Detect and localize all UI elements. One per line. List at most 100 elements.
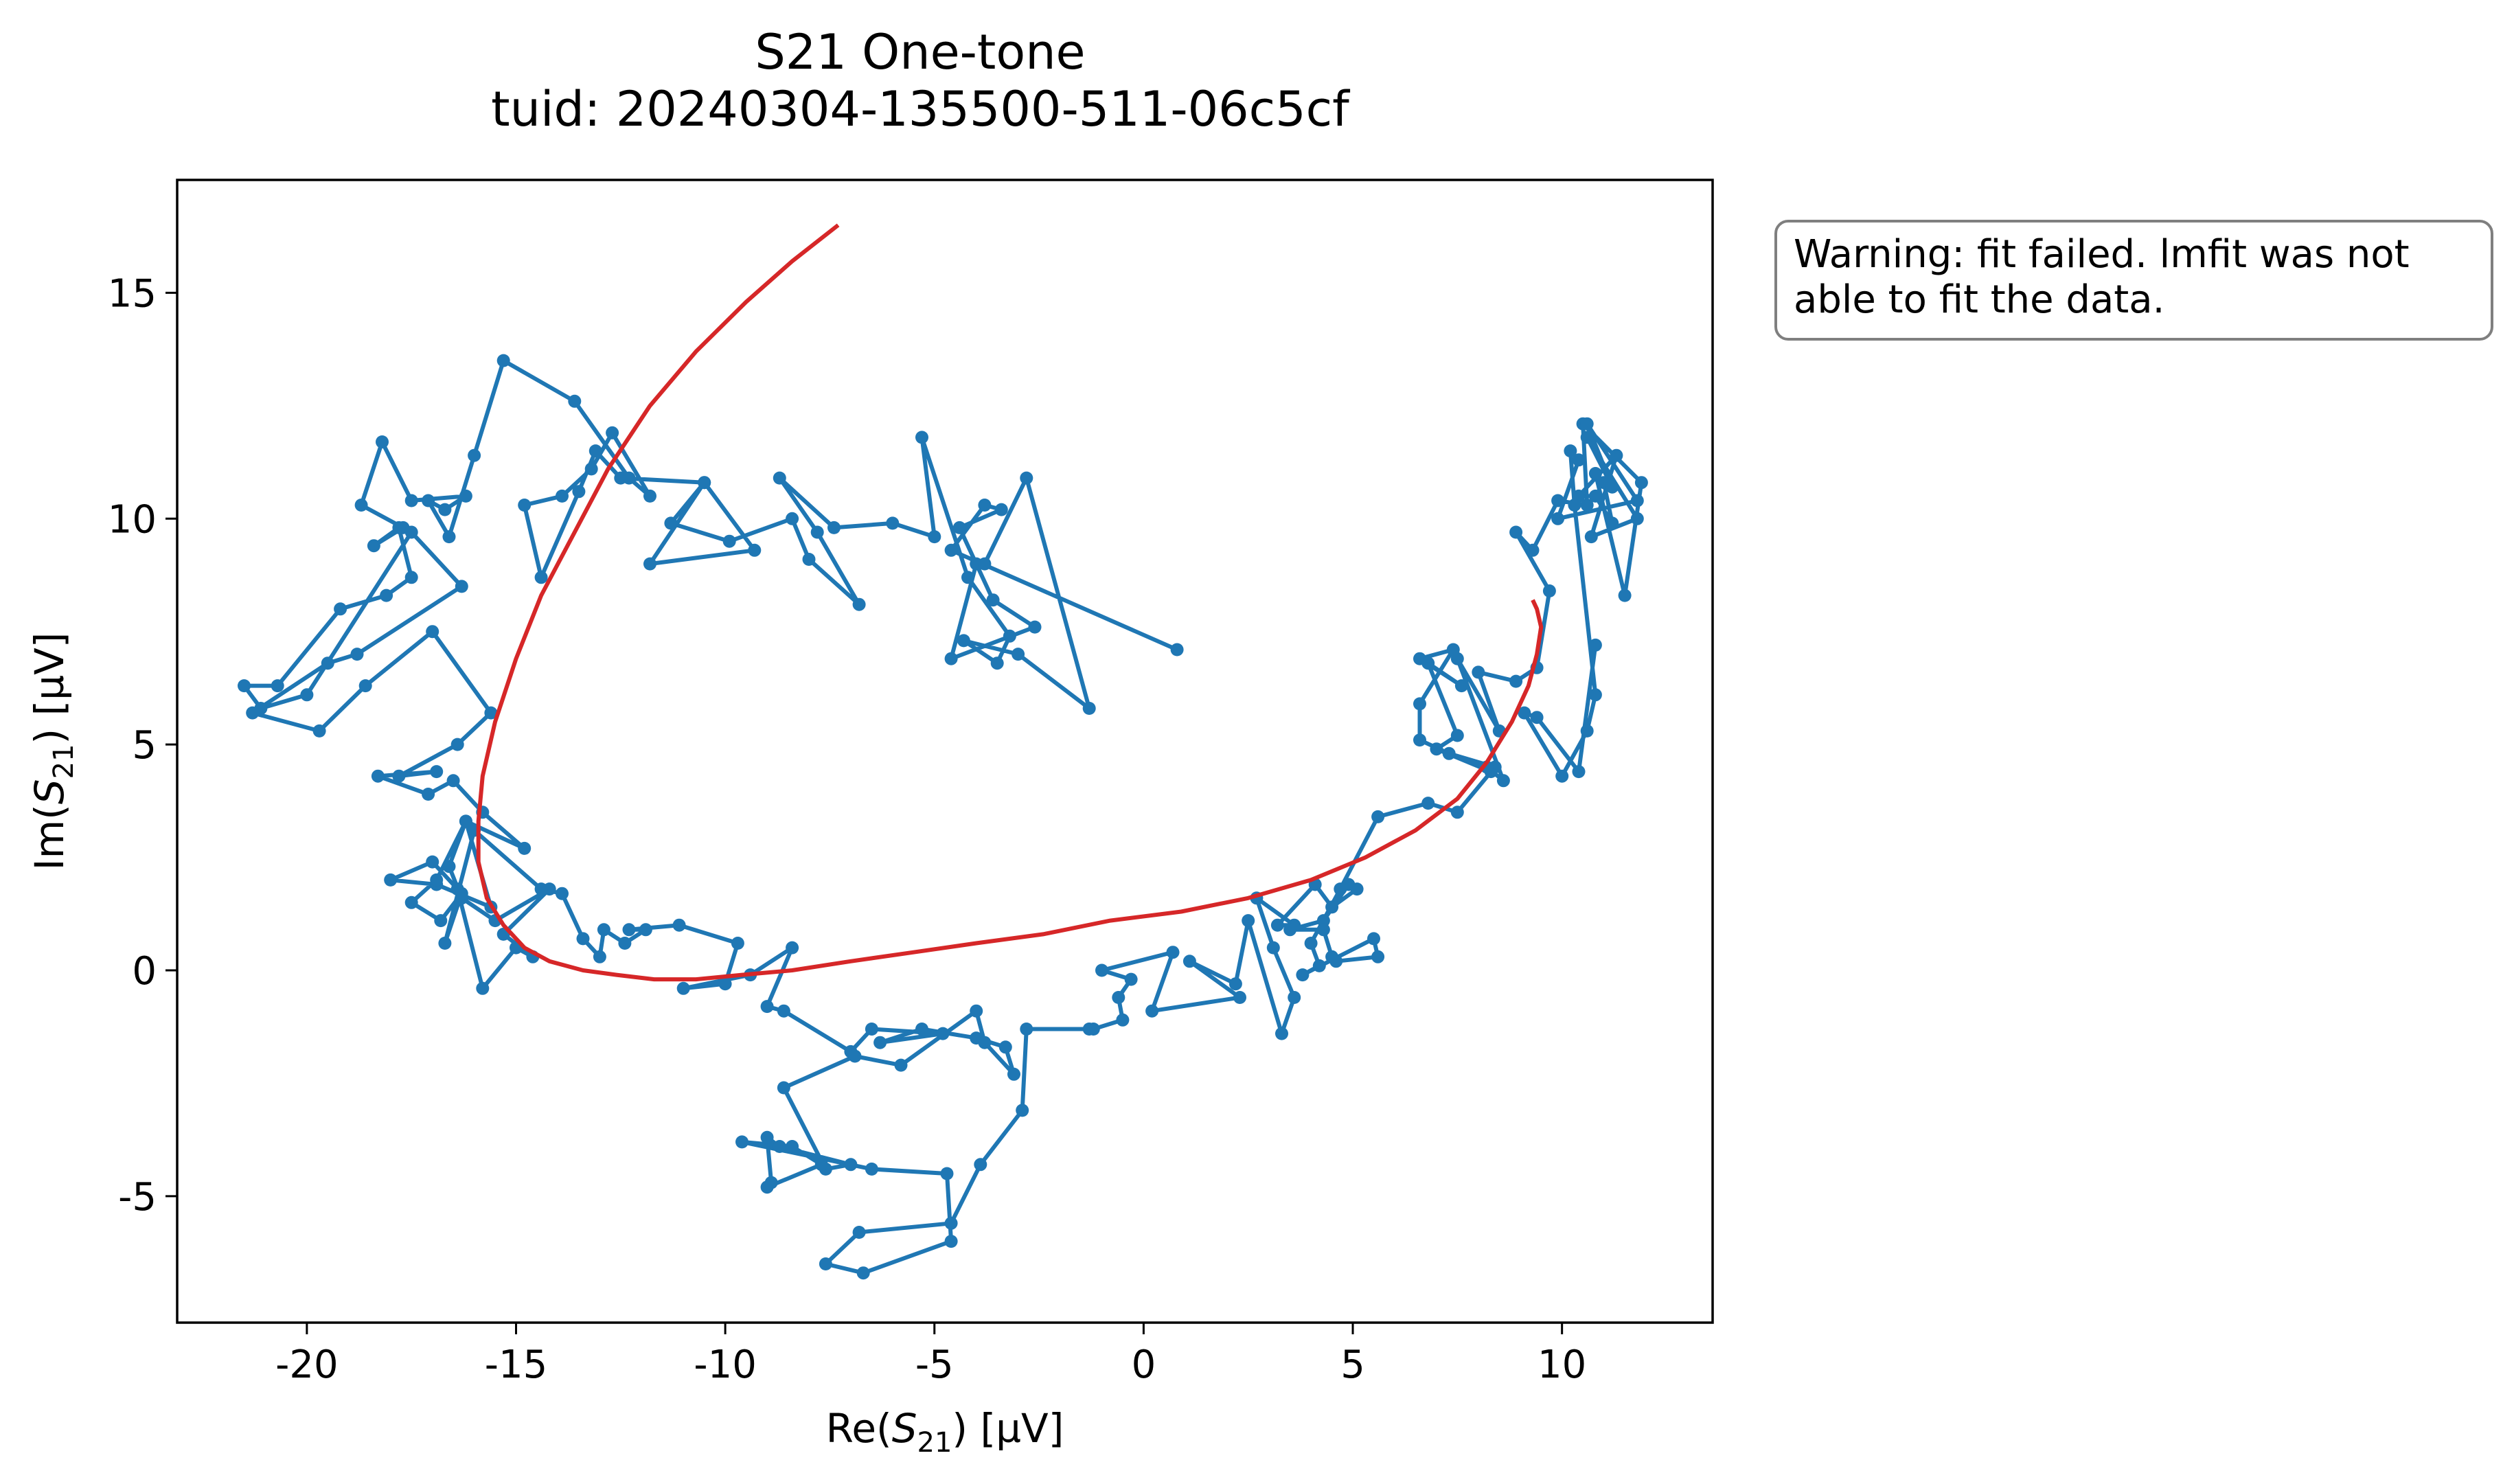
measured-data-point xyxy=(1028,620,1042,634)
measured-data-point xyxy=(622,471,636,485)
measured-data-point xyxy=(961,571,974,584)
measured-data-point xyxy=(1016,1104,1029,1117)
measured-data-point xyxy=(1421,657,1435,670)
measured-data-point xyxy=(334,602,347,616)
measured-data-point xyxy=(1329,955,1343,968)
measured-data-point xyxy=(584,462,598,476)
measured-data-point xyxy=(1526,543,1540,557)
measured-data-point xyxy=(1316,914,1330,928)
measured-data-point xyxy=(430,765,444,779)
measured-data-point xyxy=(731,937,744,950)
measured-data-point xyxy=(1334,882,1347,896)
measured-data-point xyxy=(1413,697,1426,711)
measured-data-point xyxy=(459,814,472,828)
measured-data-point xyxy=(944,652,958,665)
measured-data-point xyxy=(664,516,678,530)
measured-data-point xyxy=(978,557,992,571)
measured-data-point xyxy=(1182,955,1196,968)
measured-data-point xyxy=(534,882,548,896)
measured-data-point xyxy=(568,394,582,408)
measured-data-point xyxy=(455,580,468,593)
measured-data-point xyxy=(1325,900,1339,914)
measured-data-point xyxy=(422,788,435,801)
measured-data-point xyxy=(588,444,602,458)
measured-data-point xyxy=(1170,643,1184,657)
measured-data-point xyxy=(1450,729,1464,742)
measured-data-point xyxy=(442,530,456,544)
measured-data-point xyxy=(622,923,636,937)
measured-data-point xyxy=(358,679,372,693)
measured-data-point xyxy=(1020,471,1033,485)
measured-data-point xyxy=(1316,923,1330,937)
measured-data-point xyxy=(1367,932,1380,946)
measured-data-point xyxy=(1012,648,1025,661)
measured-data-point xyxy=(1124,972,1138,986)
measured-data-point xyxy=(928,530,941,544)
measured-data-point xyxy=(1630,512,1644,525)
measured-data-point xyxy=(376,435,389,448)
measured-data-point xyxy=(422,494,435,507)
measured-data-point xyxy=(944,1235,958,1248)
x-tick-label: -10 xyxy=(694,1343,756,1387)
measured-data-point xyxy=(998,1040,1012,1054)
fit-curve-line xyxy=(476,223,1544,982)
measured-data-point xyxy=(1095,963,1108,977)
measured-data-point xyxy=(1634,476,1648,490)
measured-data-point xyxy=(371,769,385,783)
measured-data-point xyxy=(672,918,686,932)
measured-data-point xyxy=(1588,489,1602,503)
measured-data-point xyxy=(367,539,380,553)
measured-data-point xyxy=(1166,946,1180,959)
measured-data-point xyxy=(802,553,816,566)
measured-data-point xyxy=(438,937,452,950)
measured-data-point xyxy=(944,543,958,557)
measured-data-point xyxy=(944,1216,958,1230)
measured-data-point xyxy=(1450,806,1464,819)
measured-data-point xyxy=(1242,914,1255,928)
warning-annotation: Warning: fit failed. lmfit was not able … xyxy=(1774,220,2493,341)
measured-data-point xyxy=(1450,652,1464,665)
measured-data-point xyxy=(676,981,690,995)
chart-subtitle: tuid: 20240304-135500-511-06c5cf xyxy=(491,81,1350,137)
measured-data-point xyxy=(426,855,439,869)
measured-data-point xyxy=(1580,499,1594,512)
measured-data-point xyxy=(271,679,284,693)
measured-data-point xyxy=(1371,810,1385,823)
measured-data-point xyxy=(718,977,732,991)
measured-data-point xyxy=(986,593,1000,607)
measured-data-point xyxy=(886,516,900,530)
measured-data-point xyxy=(1086,1023,1100,1036)
measured-data-point xyxy=(810,525,824,539)
measured-data-point xyxy=(865,1162,878,1176)
measured-data-point xyxy=(438,503,452,516)
measured-data-point xyxy=(1572,765,1586,779)
measured-data-point xyxy=(1003,629,1016,643)
measured-data-point xyxy=(450,738,464,751)
measured-data-point xyxy=(1496,774,1510,788)
measured-data-point xyxy=(1588,688,1602,702)
y-tick-label: 15 xyxy=(108,271,157,316)
measured-data-point xyxy=(773,1140,786,1153)
measured-data-point xyxy=(404,525,418,539)
y-tick-label: -5 xyxy=(118,1175,157,1220)
measured-data-point xyxy=(978,499,992,512)
measured-data-point xyxy=(915,431,928,444)
measured-data-point xyxy=(300,688,314,702)
measured-data-point xyxy=(1472,665,1485,679)
measured-data-point xyxy=(426,625,439,639)
measured-data-point xyxy=(1288,991,1301,1004)
x-tick-label: 0 xyxy=(1132,1343,1156,1387)
measured-data-point xyxy=(1605,516,1619,530)
measured-data-point xyxy=(1116,1013,1130,1027)
measured-data-point xyxy=(819,1257,832,1270)
measured-data-point xyxy=(735,1135,748,1149)
measured-data-point xyxy=(404,895,418,909)
measured-data-point xyxy=(1283,923,1297,937)
measured-data-point xyxy=(1555,769,1569,783)
measured-data-point xyxy=(404,571,418,584)
measured-data-point xyxy=(556,887,569,900)
x-axis-label: Re(S21) [µV] xyxy=(826,1405,1064,1459)
measured-data-point xyxy=(1270,918,1284,932)
measured-data-point xyxy=(1630,494,1644,507)
